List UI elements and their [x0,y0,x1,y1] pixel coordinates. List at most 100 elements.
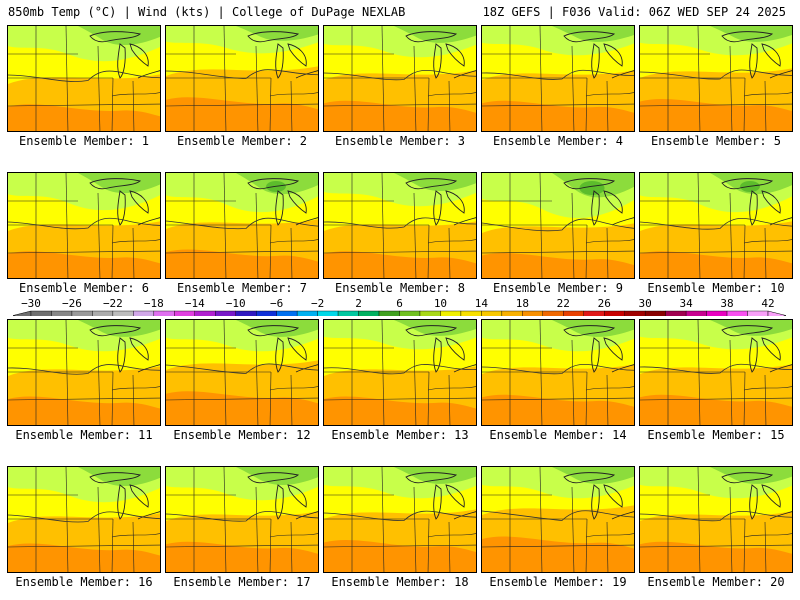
colorbar-segment [399,310,421,316]
ensemble-member-label: Ensemble Member: 15 [647,428,785,442]
temperature-field-map [640,26,792,131]
ensemble-map-panel [323,25,477,132]
temperature-field-map [324,320,476,425]
temperature-field-map [640,467,792,572]
colorbar-segment [276,310,298,316]
ensemble-map-panel [323,172,477,279]
colorbar-tick-label: 2 [355,297,362,310]
temperature-field-map [324,173,476,278]
ensemble-map-panel [165,172,319,279]
colorbar-segment [133,310,155,316]
ensemble-map-panel [481,466,635,573]
colorbar-segment [460,310,482,316]
map-title: 850mb Temp (°C) | Wind (kts) | College o… [8,5,406,19]
temperature-field-map [482,467,634,572]
colorbar-segment [92,310,114,316]
colorbar-segment [358,310,380,316]
ensemble-member-label: Ensemble Member: 20 [647,575,785,589]
ensemble-member-label: Ensemble Member: 1 [18,134,150,148]
colorbar-segment [706,310,728,316]
ensemble-member-label: Ensemble Member: 17 [173,575,311,589]
temperature-field-map [8,467,160,572]
colorbar-segment [174,310,195,316]
colorbar-segment [337,310,359,316]
colorbar-tick-label: −6 [270,297,283,310]
ensemble-member-label: Ensemble Member: 9 [492,281,624,295]
colorbar-segment [563,310,584,316]
colorbar-segment [71,310,93,316]
colorbar-tick-label: 10 [434,297,447,310]
colorbar-segment [522,310,544,316]
colorbar-segment [604,310,625,316]
ensemble-member-label: Ensemble Member: 2 [176,134,308,148]
ensemble-map-panel [481,25,635,132]
colorbar-tick-label: 42 [761,297,774,310]
colorbar-tick-label: 22 [557,297,570,310]
colorbar-segment [378,310,400,316]
colorbar-segment [317,310,339,316]
colorbar-segment [215,310,236,316]
colorbar-segment [440,310,462,316]
colorbar-tick-label: −30 [21,297,41,310]
colorbar-segment [501,310,523,316]
colorbar-tick-label: −26 [62,297,82,310]
colorbar-tick-label: 26 [598,297,611,310]
colorbar-segment [583,310,605,316]
temperature-field-map [482,320,634,425]
colorbar-segment [747,310,769,316]
ensemble-member-label: Ensemble Member: 4 [492,134,624,148]
ensemble-map-panel [165,319,319,426]
colorbar-tick-label: 6 [396,297,403,310]
colorbar-segment [542,310,564,316]
ensemble-map-panel [7,466,161,573]
ensemble-map-panel [481,319,635,426]
ensemble-map-panel [165,466,319,573]
colorbar-right-arrow [767,310,787,316]
ensemble-member-label: Ensemble Member: 11 [15,428,153,442]
temperature-colorbar: −30 −26 −22 −18 −14 −10 −6 −2 2 6 10 14 18 22 26 30 34 38… [12,297,787,316]
ensemble-member-label: Ensemble Member: 7 [176,281,308,295]
colorbar-tick-label: 14 [475,297,489,310]
colorbar-segment [481,310,503,316]
ensemble-map-panel [639,172,793,279]
colorbar-segment [194,310,216,316]
colorbar-tick-label: 18 [516,297,529,310]
colorbar-segment [419,310,441,316]
colorbar-segment [112,310,134,316]
colorbar-tick-label: 34 [679,297,693,310]
ensemble-map-panel [7,319,161,426]
temperature-field-map [324,26,476,131]
ensemble-map-panel [639,319,793,426]
colorbar-tick-label: −2 [311,297,324,310]
colorbar-segment [30,310,52,316]
ensemble-member-label: Ensemble Member: 8 [334,281,466,295]
ensemble-member-label: Ensemble Member: 14 [489,428,627,442]
ensemble-member-label: Ensemble Member: 13 [331,428,469,442]
colorbar-segment [624,310,646,316]
colorbar-tick-label: 38 [720,297,733,310]
ensemble-member-label: Ensemble Member: 18 [331,575,469,589]
temperature-field-map [324,467,476,572]
ensemble-map-panel [165,25,319,132]
colorbar-segment [51,310,73,316]
colorbar-segment [685,310,707,316]
ensemble-map-panel [7,172,161,279]
temperature-field-map [640,320,792,425]
colorbar-tick-label: −14 [185,297,205,310]
ensemble-map-panel [481,172,635,279]
temperature-field-map [8,173,160,278]
temperature-field-map [482,173,634,278]
temperature-field-map [166,26,318,131]
ensemble-map-panel [639,466,793,573]
model-run-valid-time: 18Z GEFS | F036 Valid: 06Z WED SEP 24 20… [482,5,786,19]
colorbar-segment [235,310,257,316]
ensemble-map-panel [323,466,477,573]
ensemble-member-label: Ensemble Member: 5 [650,134,782,148]
colorbar-left-arrow [12,310,32,316]
ensemble-map-panel [7,25,161,132]
colorbar-tick-label: −22 [103,297,123,310]
ensemble-member-label: Ensemble Member: 10 [647,281,785,295]
colorbar-segment [255,310,277,316]
colorbar-segment [726,310,748,316]
ensemble-member-label: Ensemble Member: 3 [334,134,466,148]
